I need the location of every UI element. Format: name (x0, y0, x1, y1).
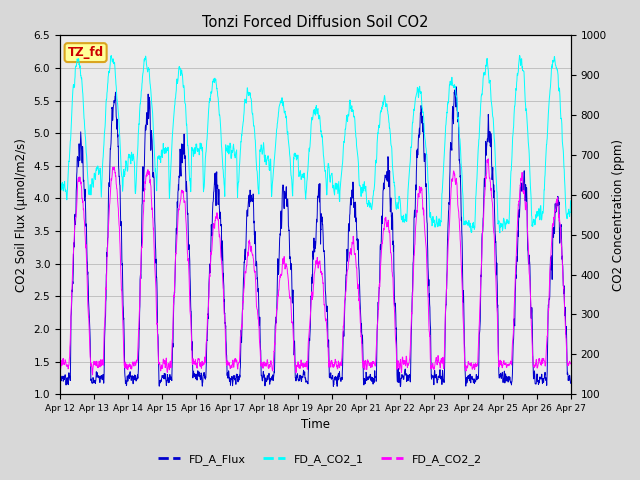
Title: Tonzi Forced Diffusion Soil CO2: Tonzi Forced Diffusion Soil CO2 (202, 15, 429, 30)
Legend: FD_A_Flux, FD_A_CO2_1, FD_A_CO2_2: FD_A_Flux, FD_A_CO2_1, FD_A_CO2_2 (154, 450, 486, 469)
Y-axis label: CO2 Soil Flux (μmol/m2/s): CO2 Soil Flux (μmol/m2/s) (15, 138, 28, 292)
X-axis label: Time: Time (301, 419, 330, 432)
Text: TZ_fd: TZ_fd (68, 46, 104, 59)
Y-axis label: CO2 Concentration (ppm): CO2 Concentration (ppm) (612, 139, 625, 291)
